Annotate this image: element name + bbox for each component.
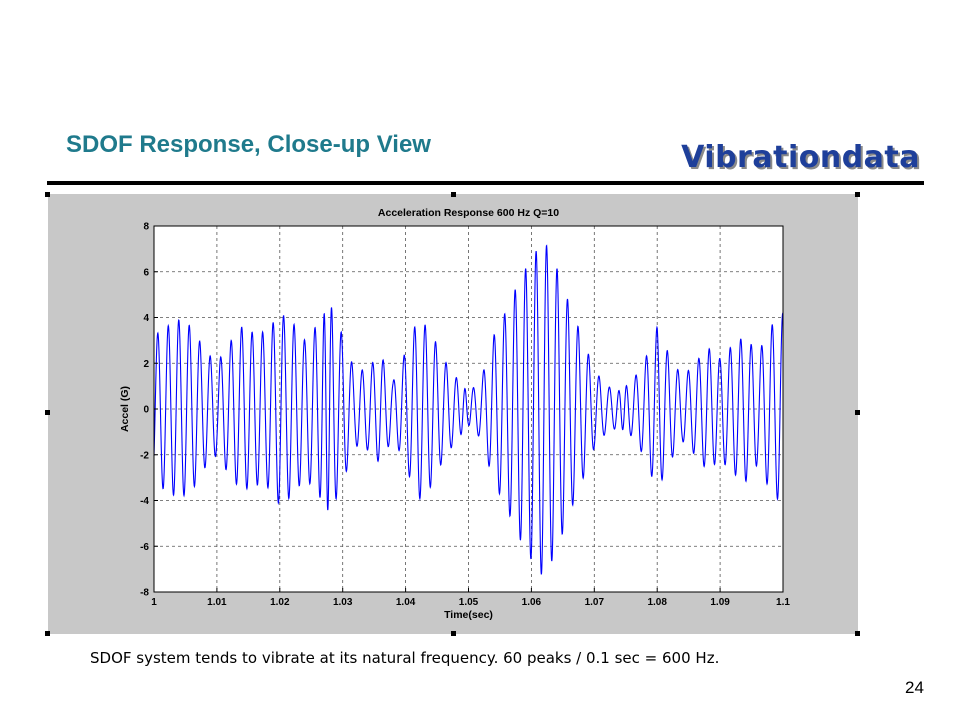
x-tick-label: 1 <box>151 597 157 608</box>
slide-title: SDOF Response, Close-up View <box>66 131 431 158</box>
y-tick-label: 6 <box>143 267 149 278</box>
selection-handle-top-left[interactable] <box>45 192 50 197</box>
slide-caption: SDOF system tends to vibrate at its natu… <box>90 649 720 667</box>
selection-handle-middle-right[interactable] <box>855 410 860 415</box>
page-number: 24 <box>905 678 924 697</box>
x-tick-label: 1.02 <box>270 597 290 608</box>
x-tick-label: 1.08 <box>647 597 667 608</box>
x-tick-label: 1.06 <box>522 597 542 608</box>
y-tick-label: -4 <box>140 496 149 507</box>
x-tick-label: 1.09 <box>710 597 730 608</box>
selection-handle-top-right[interactable] <box>855 192 860 197</box>
series-line-acceleration <box>153 244 784 575</box>
y-tick-label: -8 <box>140 588 149 599</box>
y-tick-label: 4 <box>143 313 149 324</box>
y-tick-label: -2 <box>140 450 149 461</box>
response-chart: 1 1.01 1.02 1.03 1.04 1.05 1.06 1.07 1.08 1.09 1.1… <box>119 207 790 621</box>
x-axis-label: Time(sec) <box>444 609 493 621</box>
figure-frame[interactable]: 1 1.01 1.02 1.03 1.04 1.05 1.06 1.07 1.08 1.09 1.1… <box>48 194 858 634</box>
chart-title: Acceleration Response 600 Hz Q=10 <box>378 207 559 219</box>
x-tick-label: 1.04 <box>396 597 416 608</box>
selection-handle-bottom-left[interactable] <box>45 631 50 636</box>
x-tick-label: 1.01 <box>207 597 227 608</box>
title-divider <box>47 181 924 185</box>
selection-handle-top-middle[interactable] <box>451 192 456 197</box>
x-tick-label: 1.1 <box>776 597 790 608</box>
y-tick-label: 2 <box>143 359 149 370</box>
x-tick-label: 1.03 <box>333 597 353 608</box>
selection-handle-bottom-right[interactable] <box>855 631 860 636</box>
y-tick-label: 0 <box>143 405 149 416</box>
brand-logo: Vibrationdata <box>681 140 920 175</box>
y-axis-label: Accel (G) <box>119 386 131 432</box>
x-tick-label: 1.07 <box>585 597 605 608</box>
selection-handle-middle-left[interactable] <box>45 410 50 415</box>
x-tick-label: 1.05 <box>459 597 479 608</box>
y-tick-label: 8 <box>143 222 149 233</box>
y-tick-label: -6 <box>140 542 149 553</box>
selection-handle-bottom-middle[interactable] <box>451 631 456 636</box>
